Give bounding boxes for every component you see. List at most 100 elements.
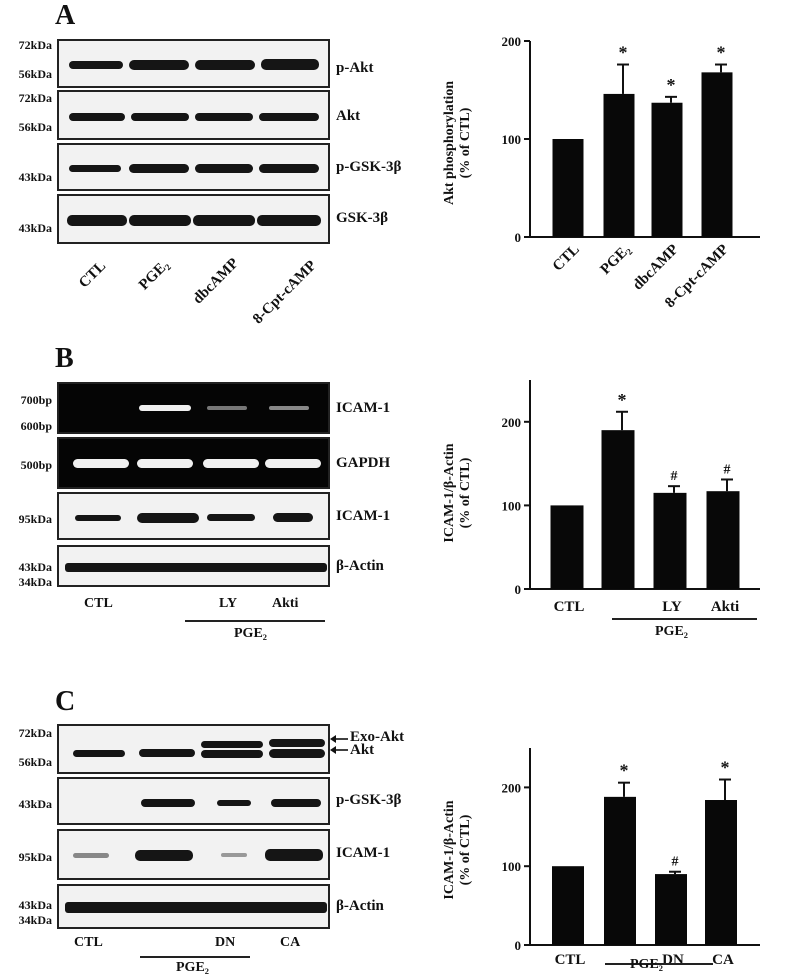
marker-c-43: 43kDa bbox=[18, 797, 52, 811]
blot-label-b-icam-mrna: ICAM-1 bbox=[336, 400, 391, 416]
marker-a-43-2: 43kDa bbox=[18, 221, 52, 235]
chart-b-xlabel-2: LY bbox=[662, 599, 682, 615]
marker-a-56-1: 56kDa bbox=[18, 67, 52, 81]
blot-label-a-pgsk: p-GSK-3β bbox=[336, 159, 402, 175]
chart-a-xlabel-1: PGE₂ bbox=[598, 241, 635, 278]
group-label-b: PGE₂ bbox=[234, 626, 267, 641]
chart-b-ytick-label-1: 100 bbox=[502, 498, 522, 513]
chart-c-ytick-label-0: 0 bbox=[515, 938, 522, 953]
blot-label-c-icam: ICAM-1 bbox=[336, 845, 391, 861]
marker-c-43-actin: 43kDa bbox=[18, 898, 52, 912]
blot-c-icam bbox=[57, 829, 330, 880]
blot-label-c-actin: β-Actin bbox=[336, 898, 384, 914]
chart-a-mark-1: * bbox=[619, 43, 628, 63]
marker-a-72-1: 72kDa bbox=[18, 38, 52, 52]
chart-c-ytick-label-1: 100 bbox=[502, 859, 522, 874]
gel-b-gapdh bbox=[57, 437, 330, 489]
chart-c-group-line bbox=[605, 963, 713, 965]
panel-letter-b: B bbox=[55, 343, 74, 374]
chart-a-ytick-label-2: 200 bbox=[502, 34, 522, 49]
panel-letter-c: C bbox=[55, 686, 76, 717]
blot-c-akt bbox=[57, 724, 330, 774]
marker-b-95: 95kDa bbox=[18, 512, 52, 526]
chart-b-ylabel: ICAM-1/β-Actin (% of CTL) bbox=[442, 443, 473, 543]
chart-a-bar-3 bbox=[701, 72, 733, 237]
gel-b-icam bbox=[57, 382, 330, 434]
lane-c-ca: CA bbox=[280, 935, 301, 950]
chart-a-xlabel-2: dbcAMP bbox=[630, 242, 682, 294]
blot-label-c-akt: Akt bbox=[350, 742, 375, 758]
chart-a-ytick-label-1: 100 bbox=[502, 132, 522, 147]
chart-b-bar-1 bbox=[601, 430, 635, 589]
marker-c-95: 95kDa bbox=[18, 850, 52, 864]
chart-c-mark-3: * bbox=[721, 758, 730, 778]
group-label-c: PGE₂ bbox=[176, 960, 209, 975]
lane-b-akti: Akti bbox=[272, 596, 299, 611]
marker-b-43: 43kDa bbox=[18, 560, 52, 574]
group-line-b bbox=[185, 620, 325, 622]
chart-a-ylabel: Akt phosphorylation (% of CTL) bbox=[442, 80, 473, 206]
marker-c-56: 56kDa bbox=[18, 755, 52, 769]
blot-a-pgsk bbox=[57, 143, 330, 191]
chart-a-mark-3: * bbox=[717, 43, 726, 63]
chart-c-mark-1: * bbox=[620, 761, 629, 781]
blot-label-b-icam: ICAM-1 bbox=[336, 508, 391, 524]
chart-c-bar-3 bbox=[705, 800, 737, 945]
blot-label-b-actin: β-Actin bbox=[336, 558, 384, 574]
group-line-c bbox=[140, 956, 250, 958]
blot-label-b-gapdh: GAPDH bbox=[336, 455, 391, 471]
blot-label-a-akt: Akt bbox=[336, 108, 361, 124]
marker-a-43-1: 43kDa bbox=[18, 170, 52, 184]
blot-b-icam bbox=[57, 492, 330, 540]
chart-c-bar-2 bbox=[655, 874, 687, 945]
lane-b-ctl: CTL bbox=[84, 596, 113, 611]
chart-c-ylabel: ICAM-1/β-Actin (% of CTL) bbox=[442, 800, 473, 900]
marker-b-600: 600bp bbox=[20, 419, 52, 433]
marker-b-500: 500bp bbox=[20, 458, 52, 472]
blot-label-a-gsk: GSK-3β bbox=[336, 210, 389, 226]
marker-a-56-2: 56kDa bbox=[18, 120, 52, 134]
chart-b-mark-1: * bbox=[618, 390, 627, 410]
blot-label-a-pakt: p-Akt bbox=[336, 60, 374, 76]
marker-a-72-2: 72kDa bbox=[18, 91, 52, 105]
blot-a-pakt bbox=[57, 39, 330, 88]
chart-c-xlabel-0: CTL bbox=[555, 952, 586, 968]
chart-c-xlabel-3: CA bbox=[712, 952, 734, 968]
chart-c-mark-2: # bbox=[672, 855, 679, 870]
chart-c-ytick-label-2: 200 bbox=[502, 780, 522, 795]
blot-c-pgsk bbox=[57, 777, 330, 825]
blot-c-actin bbox=[57, 884, 330, 929]
chart-b-xlabel-3: Akti bbox=[711, 599, 739, 615]
chart-b-ytick-label-0: 0 bbox=[515, 582, 522, 597]
marker-b-34: 34kDa bbox=[18, 575, 52, 589]
chart-c-xlabel-2: DN bbox=[662, 952, 684, 968]
chart-b-mark-2: # bbox=[671, 469, 678, 484]
chart-b-xlabel-0: CTL bbox=[554, 599, 585, 615]
arrow-icon-exo-akt bbox=[330, 735, 348, 754]
blot-b-actin bbox=[57, 545, 330, 587]
chart-b-mark-3: # bbox=[724, 462, 731, 477]
chart-b-ytick-label-2: 200 bbox=[502, 415, 522, 430]
chart-a-xlabel-0: CTL bbox=[550, 242, 583, 275]
marker-c-34: 34kDa bbox=[18, 913, 52, 927]
chart-a-bar-2 bbox=[651, 102, 683, 238]
chart-b-bar-0 bbox=[550, 505, 584, 589]
lane-b-ly: LY bbox=[219, 596, 238, 611]
chart-b-bar-3 bbox=[706, 491, 740, 589]
lane-c-dn: DN bbox=[215, 935, 236, 950]
marker-c-72: 72kDa bbox=[18, 726, 52, 740]
blot-a-akt bbox=[57, 90, 330, 140]
chart-b-group-line bbox=[612, 618, 757, 620]
marker-b-700: 700bp bbox=[20, 393, 52, 407]
chart-b-bar-2 bbox=[653, 492, 687, 589]
blot-label-c-exo-akt: Exo-Akt bbox=[350, 729, 405, 745]
chart-a-bar-1 bbox=[603, 93, 635, 237]
chart-a-mark-2: * bbox=[667, 75, 676, 95]
chart-c-bar-0 bbox=[552, 866, 584, 945]
lane-c-ctl: CTL bbox=[74, 935, 103, 950]
chart-c-bar-1 bbox=[604, 796, 636, 945]
chart-b-group-label: PGE₂ bbox=[655, 624, 688, 639]
blot-a-gsk bbox=[57, 194, 330, 244]
chart-a-ytick-label-0: 0 bbox=[515, 230, 522, 245]
